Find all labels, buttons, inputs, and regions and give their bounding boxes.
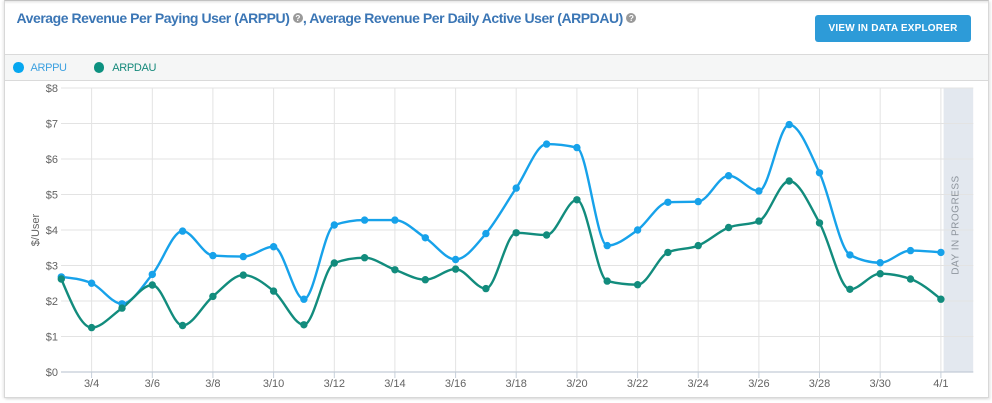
svg-text:3/8: 3/8 [205,378,220,390]
svg-text:$7: $7 [46,118,58,130]
svg-text:3/28: 3/28 [809,378,830,390]
svg-text:$8: $8 [46,83,58,95]
svg-text:$4: $4 [46,225,58,237]
svg-text:3/22: 3/22 [627,378,648,390]
svg-text:$5: $5 [46,189,58,201]
svg-text:3/12: 3/12 [324,378,345,390]
svg-text:$3: $3 [46,260,58,272]
svg-text:DAY IN PROGRESS: DAY IN PROGRESS [950,175,961,274]
svg-text:3/16: 3/16 [445,378,466,390]
svg-text:3/20: 3/20 [566,378,587,390]
svg-text:3/14: 3/14 [384,378,405,390]
svg-text:3/18: 3/18 [505,378,526,390]
svg-text:$2: $2 [46,296,58,308]
svg-text:$0: $0 [46,367,58,379]
svg-text:$/User: $/User [30,213,42,246]
svg-text:3/26: 3/26 [748,378,769,390]
svg-text:3/10: 3/10 [263,378,284,390]
svg-text:3/24: 3/24 [687,378,708,390]
svg-text:$1: $1 [46,331,58,343]
svg-text:3/6: 3/6 [145,378,160,390]
svg-text:3/4: 3/4 [84,378,99,390]
svg-text:3/30: 3/30 [869,378,890,390]
svg-text:$6: $6 [46,154,58,166]
svg-text:4/1: 4/1 [933,378,948,390]
